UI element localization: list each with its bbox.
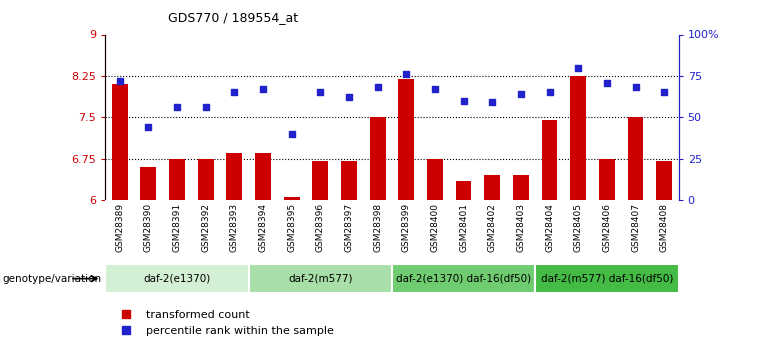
Text: GSM28398: GSM28398: [373, 203, 382, 253]
Text: GSM28405: GSM28405: [574, 203, 583, 252]
Point: [486, 100, 498, 105]
Bar: [657, 161, 672, 200]
Bar: [105, 264, 249, 293]
Bar: [427, 159, 443, 200]
Bar: [370, 117, 385, 200]
Bar: [542, 120, 558, 200]
Text: GSM28395: GSM28395: [287, 203, 296, 253]
Bar: [399, 79, 414, 200]
Text: daf-2(e1370): daf-2(e1370): [144, 274, 211, 284]
Text: GSM28391: GSM28391: [172, 203, 182, 253]
Text: daf-2(m577) daf-16(df50): daf-2(m577) daf-16(df50): [541, 274, 673, 284]
Bar: [513, 175, 529, 200]
Point: [257, 86, 269, 92]
Point: [142, 125, 154, 130]
Text: GSM28394: GSM28394: [258, 203, 268, 252]
Text: GSM28400: GSM28400: [431, 203, 439, 252]
Bar: [392, 264, 535, 293]
Bar: [255, 153, 271, 200]
Legend: transformed count, percentile rank within the sample: transformed count, percentile rank withi…: [111, 306, 339, 340]
Point: [515, 91, 527, 97]
Bar: [570, 76, 586, 200]
Bar: [484, 175, 500, 200]
Point: [629, 85, 642, 90]
Text: genotype/variation: genotype/variation: [2, 274, 101, 284]
Text: GSM28389: GSM28389: [115, 203, 124, 253]
Bar: [456, 181, 471, 200]
Point: [601, 80, 613, 85]
Bar: [112, 84, 127, 200]
Point: [113, 78, 126, 83]
Text: GSM28407: GSM28407: [631, 203, 640, 252]
Point: [285, 131, 298, 137]
Text: GSM28408: GSM28408: [660, 203, 668, 252]
Point: [544, 90, 556, 95]
Point: [200, 105, 212, 110]
Point: [228, 90, 240, 95]
Text: GSM28390: GSM28390: [144, 203, 153, 253]
Point: [429, 86, 441, 92]
Bar: [169, 159, 185, 200]
Point: [658, 90, 671, 95]
Text: GSM28393: GSM28393: [230, 203, 239, 253]
Text: GSM28401: GSM28401: [459, 203, 468, 252]
Bar: [249, 264, 392, 293]
Text: GSM28397: GSM28397: [345, 203, 353, 253]
Text: GSM28399: GSM28399: [402, 203, 411, 253]
Text: GSM28404: GSM28404: [545, 203, 554, 252]
Text: GSM28403: GSM28403: [516, 203, 526, 252]
Point: [572, 65, 584, 70]
Text: daf-2(e1370) daf-16(df50): daf-2(e1370) daf-16(df50): [396, 274, 531, 284]
Point: [457, 98, 470, 104]
Bar: [284, 197, 300, 200]
Bar: [313, 161, 328, 200]
Bar: [599, 159, 615, 200]
Text: GSM28396: GSM28396: [316, 203, 324, 253]
Bar: [140, 167, 156, 200]
Text: GDS770 / 189554_at: GDS770 / 189554_at: [168, 11, 298, 24]
Bar: [341, 161, 356, 200]
Bar: [535, 264, 679, 293]
Point: [342, 95, 355, 100]
Bar: [226, 153, 242, 200]
Text: GSM28402: GSM28402: [488, 203, 497, 252]
Point: [371, 85, 384, 90]
Text: daf-2(m577): daf-2(m577): [288, 274, 353, 284]
Point: [171, 105, 183, 110]
Text: GSM28392: GSM28392: [201, 203, 210, 252]
Point: [400, 71, 413, 77]
Bar: [628, 117, 644, 200]
Text: GSM28406: GSM28406: [602, 203, 612, 252]
Bar: [198, 159, 214, 200]
Point: [314, 90, 327, 95]
